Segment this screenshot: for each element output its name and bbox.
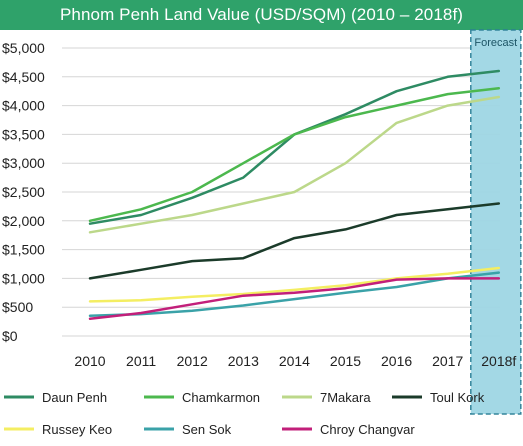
x-tick-label: 2018f (481, 353, 516, 369)
series-line-chamkarmon (88, 87, 501, 223)
y-tick-label: $2,000 (2, 213, 45, 229)
y-tick-label: $5,000 (2, 40, 45, 56)
legend-label: Toul Kork (430, 390, 485, 405)
y-axis: $0 $500 $1,000 $1,500 $2,000 $2,500 $3,000 $3,5… (2, 40, 45, 344)
y-tick-label: $1,000 (2, 270, 45, 286)
chart-title: Phnom Penh Land Value (USD/SQM) (2010 – … (0, 0, 523, 30)
x-axis: 2010 2011 2012 2013 2014 2015 2016 2017 2018f (74, 353, 516, 369)
series-line-sen-sok (88, 271, 501, 318)
legend-label: Daun Penh (42, 390, 107, 405)
y-tick-label: $3,500 (2, 126, 45, 142)
x-tick-label: 2015 (330, 353, 361, 369)
legend-label: 7Makara (320, 390, 371, 405)
x-tick-label: 2017 (432, 353, 463, 369)
legend-label: Chamkarmon (182, 390, 260, 405)
series-line-chroy-changvar (88, 277, 501, 320)
series-line-russey-keo (88, 266, 501, 303)
legend-label: Chroy Changvar (320, 422, 415, 437)
x-tick-label: 2014 (279, 353, 310, 369)
series-line-daun-penh (88, 69, 501, 225)
x-tick-label: 2012 (177, 353, 208, 369)
y-tick-label: $3,000 (2, 155, 45, 171)
y-tick-label: $500 (2, 299, 33, 315)
forecast-region: Forecast (470, 29, 522, 415)
x-tick-label: 2010 (74, 353, 105, 369)
series-lines (88, 69, 501, 320)
x-tick-label: 2013 (228, 353, 259, 369)
series-line-7makara (88, 95, 501, 234)
legend-label: Russey Keo (42, 422, 112, 437)
legend-label: Sen Sok (182, 422, 232, 437)
x-tick-label: 2016 (381, 353, 412, 369)
series-line-toul-kork (88, 202, 501, 280)
y-tick-label: $4,500 (2, 69, 45, 85)
y-tick-label: $1,500 (2, 242, 45, 258)
gridlines (62, 47, 500, 337)
y-tick-label: $0 (2, 328, 18, 344)
legend: Daun Penh Chamkarmon 7Makara Toul Kork Russe… (4, 390, 485, 437)
y-tick-label: $4,000 (2, 98, 45, 114)
forecast-label: Forecast (474, 37, 517, 49)
forecast-band (470, 29, 522, 415)
y-tick-label: $2,500 (2, 184, 45, 200)
x-tick-label: 2011 (126, 353, 156, 369)
